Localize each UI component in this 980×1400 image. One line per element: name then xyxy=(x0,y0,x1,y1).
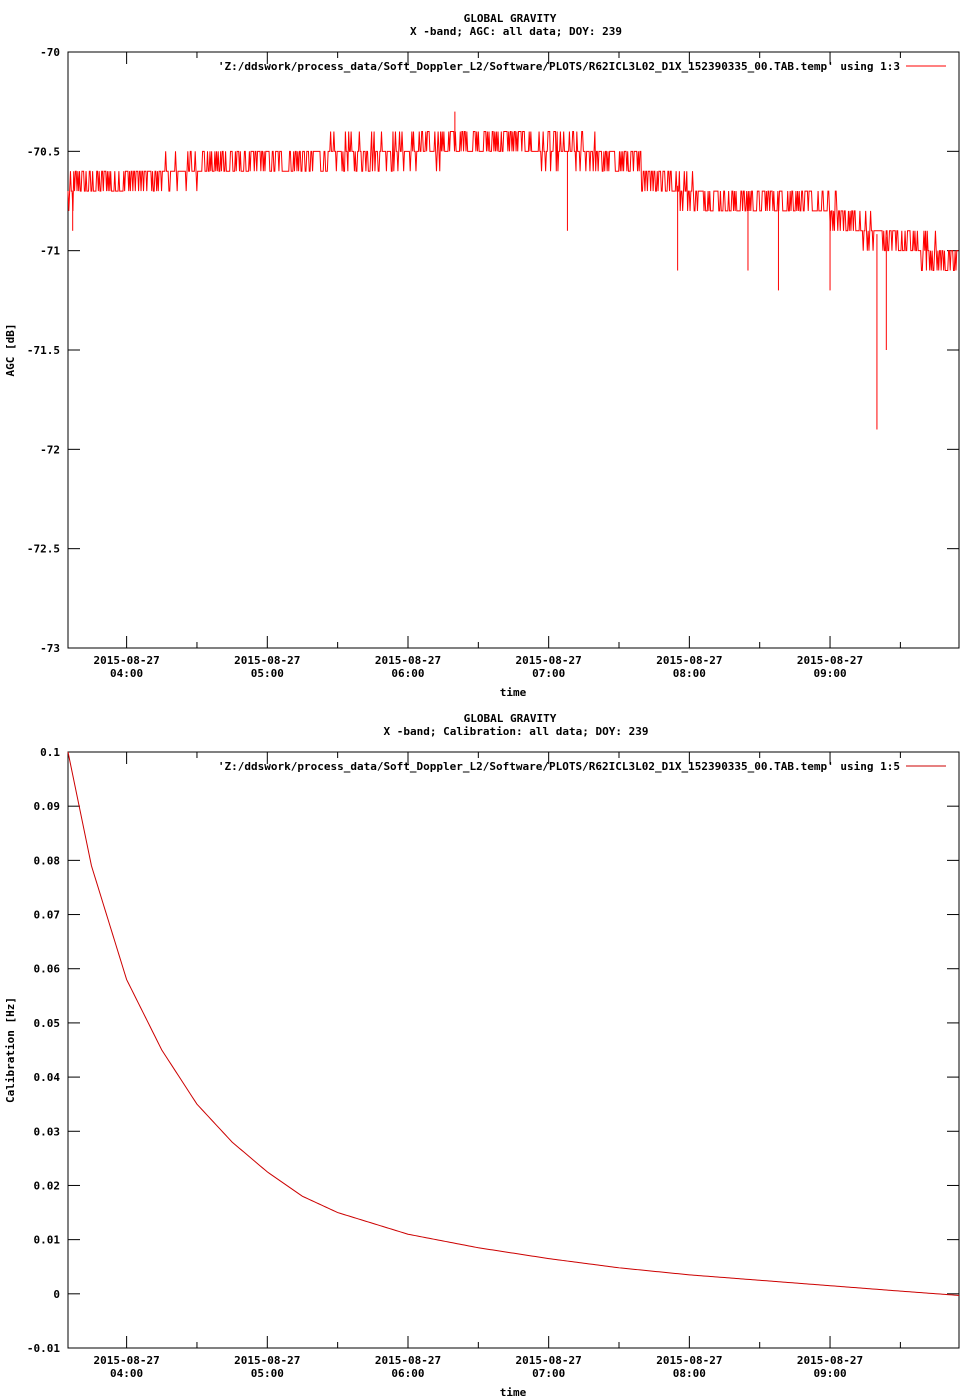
calibration-x-tick-time: 08:00 xyxy=(673,1367,706,1380)
calibration-subtitle: X -band; Calibration: all data; DOY: 239 xyxy=(384,725,649,738)
agc-x-tick-date: 2015-08-27 xyxy=(797,654,863,667)
agc-y-tick-label: -70 xyxy=(40,46,60,59)
calibration-y-tick-label: 0.07 xyxy=(34,909,61,922)
calibration-plot-frame xyxy=(67,751,960,1349)
agc-x-tick-time: 05:00 xyxy=(251,667,284,680)
calibration-y-tick-label: 0.1 xyxy=(40,746,60,759)
agc-title: GLOBAL GRAVITY xyxy=(464,12,557,25)
agc-y-tick-label: -72 xyxy=(40,443,60,456)
calibration-title: GLOBAL GRAVITY xyxy=(464,712,557,725)
calibration-y-tick-label: 0.08 xyxy=(34,854,61,867)
agc-y-ticks: -70 -70.5 -71 -71.5 -72 -72.5 -73 xyxy=(27,46,959,655)
calibration-x-tick-time: 09:00 xyxy=(813,1367,846,1380)
calibration-y-ticks: 0.1 0.09 0.08 0.07 0.06 0.05 0.04 0.03 0.02 0.01 0… xyxy=(27,746,959,1355)
agc-x-tick-date: 2015-08-27 xyxy=(94,654,160,667)
agc-x-tick-date: 2015-08-27 xyxy=(656,654,722,667)
agc-x-tick-date: 2015-08-27 xyxy=(375,654,441,667)
calibration-x-tick-date: 2015-08-27 xyxy=(375,1354,441,1367)
calibration-y-tick-label: -0.01 xyxy=(27,1342,60,1355)
agc-x-tick-date: 2015-08-27 xyxy=(516,654,582,667)
agc-x-tick-time: 08:00 xyxy=(673,667,706,680)
agc-y-tick-label: -71 xyxy=(40,245,60,258)
calibration-y-axis-label: Calibration [Hz] xyxy=(4,997,17,1103)
calibration-y-tick-label: 0.09 xyxy=(34,800,61,813)
calibration-x-tick-time: 07:00 xyxy=(532,1367,565,1380)
calibration-y-tick-label: 0.06 xyxy=(34,963,61,976)
agc-series xyxy=(67,111,959,430)
agc-x-tick-date: 2015-08-27 xyxy=(234,654,300,667)
agc-y-tick-label: -71.5 xyxy=(27,344,60,357)
agc-y-tick-label: -72.5 xyxy=(27,543,60,556)
calibration-y-tick-label: 0 xyxy=(53,1288,60,1301)
agc-y-axis-label: AGC [dB] xyxy=(4,324,17,377)
calibration-y-tick-label: 0.03 xyxy=(34,1125,61,1138)
agc-y-tick-label: -73 xyxy=(40,642,60,655)
calibration-series xyxy=(67,751,960,1296)
calibration-series-line xyxy=(67,751,960,1296)
calibration-x-ticks: 2015-08-2704:002015-08-2705:002015-08-27… xyxy=(94,752,901,1380)
calibration-x-tick-date: 2015-08-27 xyxy=(94,1354,160,1367)
agc-x-tick-time: 04:00 xyxy=(110,667,143,680)
agc-y-tick-label: -70.5 xyxy=(27,145,60,158)
agc-x-ticks: 2015-08-2704:002015-08-2705:002015-08-27… xyxy=(94,52,901,680)
calibration-x-tick-date: 2015-08-27 xyxy=(234,1354,300,1367)
agc-x-axis-label: time xyxy=(500,686,527,699)
calibration-x-tick-time: 04:00 xyxy=(110,1367,143,1380)
calibration-y-tick-label: 0.05 xyxy=(34,1017,61,1030)
calibration-y-tick-label: 0.04 xyxy=(34,1071,61,1084)
calibration-chart: GLOBAL GRAVITY X -band; Calibration: all… xyxy=(4,712,960,1399)
agc-x-tick-time: 09:00 xyxy=(813,667,846,680)
agc-x-tick-time: 07:00 xyxy=(532,667,565,680)
calibration-legend-text: 'Z:/ddswork/process_data/Soft_Doppler_L2… xyxy=(218,760,900,773)
calibration-x-tick-date: 2015-08-27 xyxy=(516,1354,582,1367)
calibration-x-tick-date: 2015-08-27 xyxy=(797,1354,863,1367)
calibration-x-tick-time: 06:00 xyxy=(391,1367,424,1380)
agc-legend-text: 'Z:/ddswork/process_data/Soft_Doppler_L2… xyxy=(218,60,900,73)
agc-subtitle: X -band; AGC: all data; DOY: 239 xyxy=(410,25,622,38)
calibration-y-tick-label: 0.02 xyxy=(34,1179,61,1192)
calibration-x-tick-date: 2015-08-27 xyxy=(656,1354,722,1367)
calibration-y-tick-label: 0.01 xyxy=(34,1234,61,1247)
calibration-x-axis-label: time xyxy=(500,1386,527,1399)
agc-series-line xyxy=(67,130,959,272)
agc-chart: GLOBAL GRAVITY X -band; AGC: all data; D… xyxy=(4,12,960,699)
agc-x-tick-time: 06:00 xyxy=(391,667,424,680)
calibration-x-tick-time: 05:00 xyxy=(251,1367,284,1380)
